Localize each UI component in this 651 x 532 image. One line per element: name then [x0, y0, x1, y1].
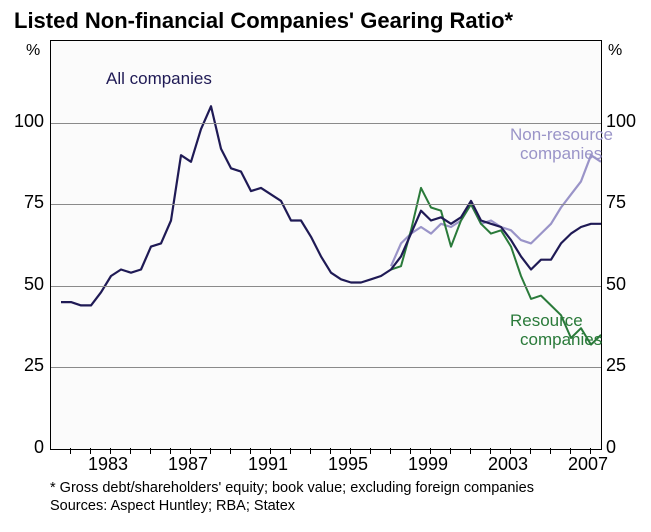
y-tick-label-left: 0 — [34, 437, 44, 458]
gridline — [51, 367, 601, 368]
y-tick-label-right: 25 — [606, 355, 626, 376]
x-tick — [150, 448, 151, 454]
series-label-nonres: Non-resourcecompanies — [510, 125, 613, 164]
x-tick-label: 1983 — [88, 454, 128, 475]
x-tick — [70, 448, 71, 454]
x-tick — [390, 448, 391, 454]
x-tick — [550, 448, 551, 454]
plot-area — [50, 40, 602, 450]
x-tick — [310, 448, 311, 454]
gridline — [51, 286, 601, 287]
x-tick — [530, 448, 531, 454]
series-label-res: Resourcecompanies — [510, 311, 602, 350]
chart-svg — [51, 41, 601, 449]
x-tick — [290, 448, 291, 454]
y-tick-label-left: 75 — [24, 192, 44, 213]
chart-container: Listed Non-financial Companies' Gearing … — [0, 0, 651, 532]
x-tick — [230, 448, 231, 454]
x-tick — [130, 448, 131, 454]
y-tick-label-left: 50 — [24, 274, 44, 295]
x-tick-label: 1987 — [168, 454, 208, 475]
gridline — [51, 123, 601, 124]
x-tick — [450, 448, 451, 454]
chart-title: Listed Non-financial Companies' Gearing … — [14, 8, 513, 34]
y-tick-label-right: 50 — [606, 274, 626, 295]
y-tick-label-right: 75 — [606, 192, 626, 213]
y-tick-label-left: 25 — [24, 355, 44, 376]
y-tick-label-left: 100 — [14, 111, 44, 132]
footnote-line-1: * Gross debt/shareholders' equity; book … — [50, 480, 534, 496]
y-axis-unit-right: % — [608, 42, 622, 60]
x-tick-label: 2003 — [488, 454, 528, 475]
x-tick-label: 1991 — [248, 454, 288, 475]
x-tick — [210, 448, 211, 454]
x-tick-label: 2007 — [568, 454, 608, 475]
x-tick — [370, 448, 371, 454]
gridline — [51, 204, 601, 205]
series-label-all: All companies — [106, 69, 212, 89]
footnote-line-2: Sources: Aspect Huntley; RBA; Statex — [50, 498, 295, 514]
x-tick-label: 1995 — [328, 454, 368, 475]
y-axis-unit-left: % — [26, 42, 40, 60]
x-tick-label: 1999 — [408, 454, 448, 475]
x-tick — [470, 448, 471, 454]
